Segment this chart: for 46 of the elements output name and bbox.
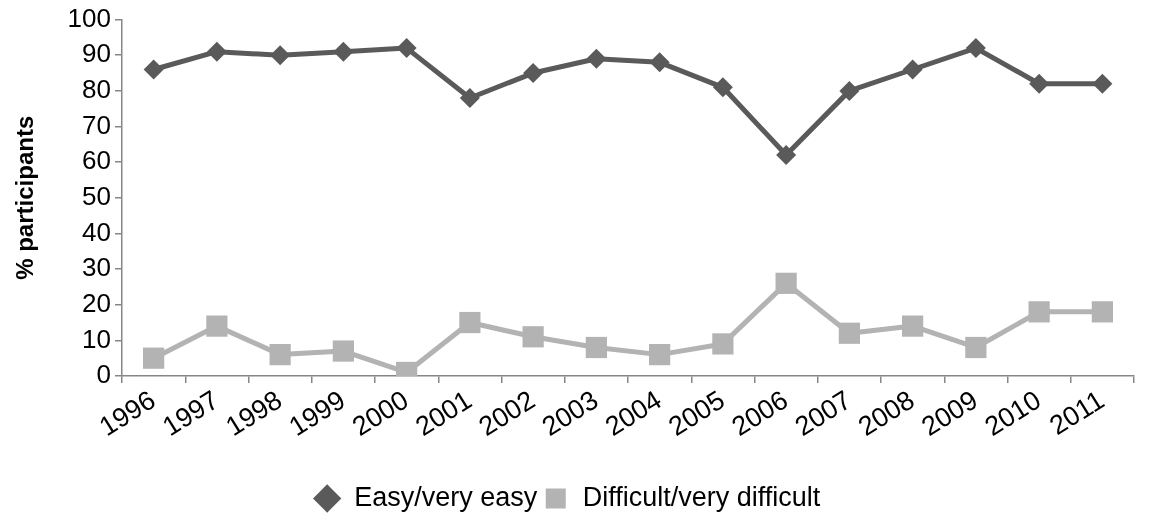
point: [712, 77, 733, 98]
point: [459, 311, 481, 334]
point: [143, 347, 165, 369]
point: [522, 326, 544, 348]
y-tick-label: 10: [82, 323, 111, 354]
point: [333, 41, 354, 62]
point: [775, 272, 797, 294]
point: [523, 63, 544, 84]
point: [902, 59, 923, 80]
point: [1091, 301, 1113, 323]
point: [143, 59, 164, 80]
legend-label: Difficult/very difficult: [582, 481, 821, 512]
point: [206, 315, 228, 337]
y-tick-label: 100: [67, 2, 111, 33]
y-tick-label: 30: [82, 252, 111, 283]
point: [585, 336, 607, 359]
y-tick-label: 70: [82, 109, 111, 140]
point: [712, 333, 734, 355]
point: [1028, 301, 1050, 323]
legend-label: Easy/very easy: [354, 481, 538, 512]
y-tick-label: 40: [82, 216, 111, 247]
y-tick-label: 90: [82, 38, 111, 69]
x-tick-label: 2011: [1044, 384, 1110, 441]
point: [396, 38, 417, 59]
y-tick-label: 50: [82, 180, 111, 211]
y-tick-label: 20: [82, 287, 111, 318]
point: [902, 315, 924, 337]
point: [1029, 73, 1050, 94]
x-tick-label: 2006: [726, 384, 794, 442]
point: [649, 52, 670, 73]
y-tick-label: 60: [82, 145, 111, 176]
point: [1092, 73, 1113, 94]
point: [270, 45, 291, 66]
point: [586, 48, 607, 69]
point: [649, 344, 671, 366]
y-tick-label: 80: [82, 74, 111, 105]
point: [776, 145, 797, 166]
point: [838, 322, 860, 344]
y-axis-title: % participants: [11, 115, 39, 280]
point: [965, 38, 986, 59]
point: [332, 340, 354, 362]
point: [459, 88, 480, 109]
point: [269, 344, 291, 366]
point: [965, 336, 987, 359]
point: [206, 41, 227, 62]
point: [839, 80, 860, 101]
